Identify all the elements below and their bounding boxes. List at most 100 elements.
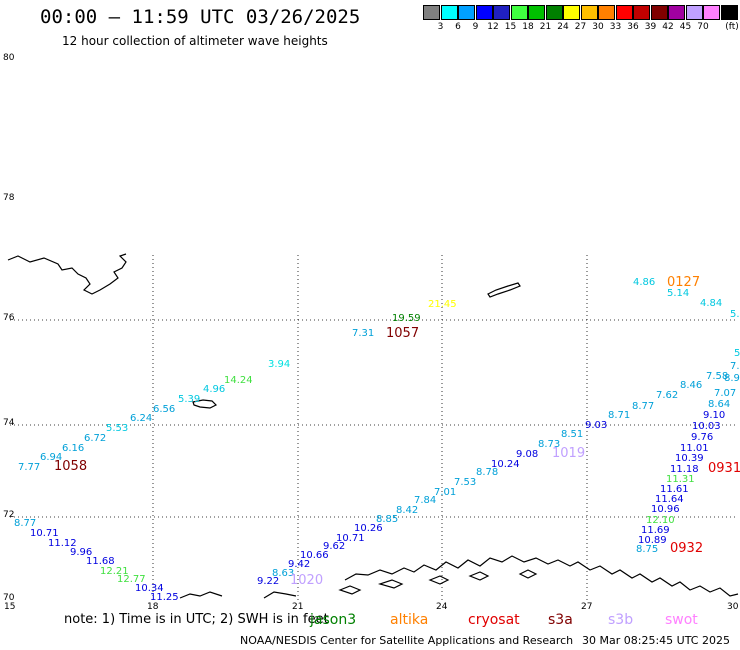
wave-height-label: 10.96 (651, 504, 680, 515)
colorbar-swatch (580, 5, 598, 20)
pass-time-label: 1057 (386, 326, 419, 341)
colorbar-tick-label: 9 (472, 22, 479, 32)
wave-height-label: 9.10 (703, 410, 725, 421)
wave-height-label: 8.78 (476, 467, 498, 478)
colorbar-tick-label: 6 (455, 22, 461, 32)
footer-note: note: 1) Time is in UTC; 2) SWH is in fe… (64, 612, 329, 627)
colorbar-swatch (423, 5, 440, 20)
colorbar-tick-label: 21 (539, 22, 552, 32)
wave-height-label: 11.31 (666, 474, 695, 485)
satellite-legend-s3b: s3b (608, 612, 634, 628)
colorbar-tick-label: 45 (679, 22, 692, 32)
lat-label: 70 (3, 593, 15, 603)
colorbar-swatch (545, 5, 563, 20)
colorbar-swatch (703, 5, 720, 20)
colorbar-tick-label: 3 (437, 22, 444, 32)
lon-label: 15 (4, 602, 15, 612)
wave-height-label: 6.72 (84, 433, 106, 444)
wave-height-label: 8.75 (636, 544, 658, 555)
wave-height-label: 7.77 (18, 462, 40, 473)
wave-height-label: 5.14 (667, 288, 689, 299)
wave-height-label: 10.71 (30, 528, 59, 539)
pass-time-label: 0931 (708, 461, 740, 476)
wave-height-label: 11.01 (680, 443, 709, 454)
wave-height-label: 12.10 (646, 515, 675, 526)
norway-islands (179, 569, 538, 599)
wave-height-label: 7.58 (706, 371, 728, 382)
colorbar-tick-label: 30 (592, 22, 604, 32)
colorbar-swatch (493, 5, 510, 20)
wave-height-label: 14.24 (224, 375, 253, 386)
colorbar-swatch (650, 5, 668, 20)
colorbar-tick-label: 42 (662, 22, 674, 32)
colorbar-swatch (510, 5, 528, 20)
wave-height-label: 6.24 (130, 413, 152, 424)
lat-label: 74 (3, 418, 15, 428)
wave-height-label: 5. (734, 348, 740, 359)
wave-height-labels: 7.77 10586.946.166.725.536.246.565.394.96… (14, 275, 740, 603)
wave-height-label: 12.77 (117, 574, 146, 585)
satellite-legend-jason3: jason3 (310, 612, 357, 628)
wave-height-label: 10.39 (675, 453, 704, 464)
wave-height-label: 4.86 (633, 277, 655, 288)
wave-height-label: 8.85 (376, 514, 398, 525)
colorbar-swatch (720, 5, 738, 20)
wave-height-label: 8.73 (538, 439, 560, 450)
wave-height-label: 19.59 (392, 313, 421, 324)
colorbar-tick-label: 15 (504, 22, 517, 32)
wave-height-label: 8.46 (680, 380, 702, 391)
wave-height-label: 9.76 (691, 432, 713, 443)
wave-height-label: 11.12 (48, 538, 77, 549)
colorbar-unit: (ft) (725, 22, 739, 32)
wave-height-label: 12.21 (100, 566, 129, 577)
satellite-legend-cryosat: cryosat (468, 612, 520, 628)
wave-height-label: 10.34 (135, 583, 164, 594)
wave-height-label: 11.61 (660, 484, 689, 495)
lat-label: 80 (3, 53, 15, 63)
colorbar-swatch (633, 5, 650, 20)
wave-height-label: 9.42 (288, 559, 310, 570)
credit-text: NOAA/NESDIS Center for Satellite Applica… (240, 634, 574, 647)
wave-height-label: 11.18 (670, 464, 699, 475)
colorbar-tick-label: 18 (522, 22, 534, 32)
note-text: note: 1) Time is in UTC; 2) SWH is in fe… (64, 612, 329, 627)
wave-height-label: 6.16 (62, 443, 84, 454)
wave-height-label: 4.96 (203, 384, 225, 395)
wave-height-label: 10.71 (336, 533, 365, 544)
colorbar-tick-label: 24 (557, 22, 569, 32)
colorbar-swatch (598, 5, 615, 20)
wave-height-label: 6.94 (40, 452, 62, 463)
wave-height-label: 6.56 (153, 404, 175, 415)
lat-label: 78 (3, 193, 15, 203)
satellite-legend-swot: swot (665, 612, 698, 628)
colorbar-swatch (440, 5, 458, 20)
wave-height-label: 8.51 (561, 429, 583, 440)
lon-label: 27 (581, 602, 592, 612)
wave-height-label: 10.03 (692, 421, 721, 432)
satellite-legend-s3a: s3a (548, 612, 573, 628)
wave-height-label: 8.64 (708, 399, 730, 410)
pass-time-label: 1020 (290, 573, 323, 588)
wave-height-label: 9.96 (70, 547, 92, 558)
wave-height-label: 8.77 (14, 518, 36, 529)
colorbar-swatch (563, 5, 580, 20)
pass-time-label: 1019 (552, 446, 585, 461)
timestamp-text: 30 Mar 08:25:45 UTC 2025 (582, 634, 730, 647)
norway-coast (344, 555, 739, 597)
svalbard-coast (7, 253, 127, 295)
wave-height-label: 8.63 (272, 568, 294, 579)
lat-label: 76 (3, 313, 15, 323)
colorbar-swatch (475, 5, 493, 20)
colorbar-tick-label: 36 (627, 22, 639, 32)
colorbar-swatch (668, 5, 685, 20)
wave-height-label: 9.62 (323, 541, 345, 552)
wave-height-label: 9.22 (257, 576, 279, 587)
colorbar-tick-label: 70 (697, 22, 709, 32)
lon-label: 21 (292, 602, 303, 612)
wave-height-label: 8.77 (632, 401, 654, 412)
page-subtitle: 12 hour collection of altimeter wave hei… (62, 34, 328, 48)
colorbar-tick-label: 39 (644, 22, 657, 32)
kong-karls-land (487, 282, 521, 298)
